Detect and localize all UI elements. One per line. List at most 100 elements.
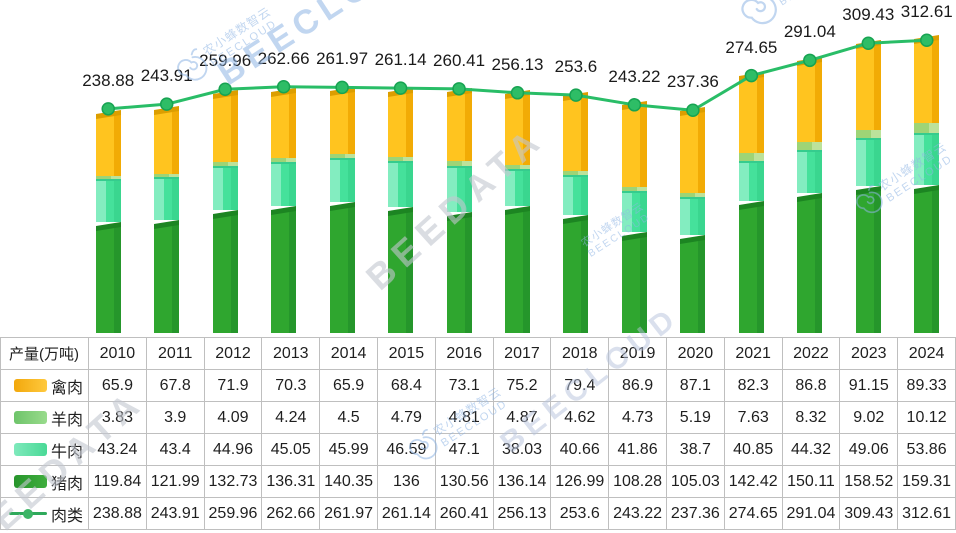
- bar-segment-mutton: [154, 173, 180, 178]
- year-header-2012: 2012: [203, 337, 263, 370]
- value-cell: 38.7: [665, 433, 725, 466]
- year-header-2021: 2021: [723, 337, 783, 370]
- bar-segment-beef: [563, 175, 589, 215]
- value-cell: 130.56: [434, 465, 494, 498]
- value-cell: 10.12: [897, 401, 956, 434]
- total-value-label: 312.61: [900, 2, 953, 22]
- value-cell: 44.32: [781, 433, 841, 466]
- bar-segment-pork: [621, 232, 647, 333]
- bar-segment-mutton: [271, 158, 297, 163]
- bar-segment-beef: [855, 137, 881, 186]
- value-cell: 132.73: [203, 465, 263, 498]
- value-cell: 65.9: [319, 369, 378, 402]
- value-cell: 44.96: [203, 433, 263, 466]
- value-cell: 4.79: [376, 401, 436, 434]
- year-header-2022: 2022: [781, 337, 841, 370]
- stacked-bar-2024: [914, 35, 940, 333]
- total-value-label: 291.04: [783, 22, 836, 42]
- legend-cell-pork: 猪肉: [0, 465, 89, 498]
- bar-segment-mutton: [212, 161, 238, 166]
- legend-cell-mutton: 羊肉: [0, 401, 89, 434]
- value-cell: 136: [376, 465, 436, 498]
- legend-cell-meat-total: 肉类: [0, 497, 89, 530]
- bar-segment-beef: [212, 165, 238, 210]
- value-cell: 126.99: [550, 465, 610, 498]
- stacked-bar-2019: [621, 101, 647, 333]
- bar-segment-mutton: [95, 175, 121, 180]
- legend-swatch-poultry: [13, 379, 47, 392]
- value-cell: 136.14: [492, 465, 552, 498]
- value-cell: 253.6: [550, 497, 610, 530]
- value-cell: 46.59: [376, 433, 436, 466]
- value-cell: 68.4: [376, 369, 436, 402]
- legend-cell-beef: 牛肉: [0, 433, 89, 466]
- value-cell: 5.19: [665, 401, 725, 434]
- bar-segment-mutton: [738, 153, 764, 161]
- year-header-2011: 2011: [145, 337, 205, 370]
- data-table-wrap: 产量(万吨) 2010 2011 2012 2013 2014 2015 2016 2017 2…: [0, 337, 956, 530]
- year-header-2016: 2016: [434, 337, 494, 370]
- bar-segment-beef: [621, 191, 647, 233]
- bar-segment-poultry: [680, 106, 706, 193]
- table-row-pork: 猪肉 119.84 121.99 132.73 136.31 140.35 136 130.5…: [0, 465, 956, 498]
- bar-segment-beef: [680, 197, 706, 236]
- bar-segment-mutton: [621, 187, 647, 192]
- value-cell: 4.81: [434, 401, 494, 434]
- legend-swatch-pork: [13, 475, 47, 488]
- legend-label-meat-total: 肉类: [50, 507, 83, 525]
- value-cell: 4.5: [319, 401, 378, 434]
- value-cell: 119.84: [88, 465, 147, 498]
- value-cell: 4.09: [203, 401, 263, 434]
- bar-segment-poultry: [621, 101, 647, 187]
- bar-segment-pork: [388, 206, 414, 333]
- value-cell: 45.99: [319, 433, 378, 466]
- value-cell: 7.63: [723, 401, 783, 434]
- bar-layer: [95, 35, 940, 333]
- value-cell: 159.31: [897, 465, 956, 498]
- value-cell: 40.66: [550, 433, 610, 466]
- bar-segment-mutton: [446, 161, 472, 166]
- legend-inner: 禽肉: [3, 374, 83, 398]
- value-cell: 256.13: [492, 497, 552, 530]
- year-header-2019: 2019: [608, 337, 667, 370]
- year-header-2024: 2024: [897, 337, 956, 370]
- value-cell: 70.3: [261, 369, 321, 402]
- value-cell: 158.52: [839, 465, 899, 498]
- table-header-row: 产量(万吨) 2010 2011 2012 2013 2014 2015 2016 2017 2…: [0, 337, 956, 370]
- total-value-label: 243.91: [140, 66, 193, 86]
- bar-segment-beef: [271, 162, 297, 207]
- value-cell: 4.62: [550, 401, 610, 434]
- bar-segment-beef: [446, 165, 472, 212]
- legend-inner: 羊肉: [3, 406, 83, 430]
- value-cell: 75.2: [492, 369, 552, 402]
- stacked-bar-2011: [154, 105, 180, 333]
- bar-segment-pork: [95, 221, 121, 333]
- bar-segment-pork: [271, 206, 297, 333]
- table-row-meat-total: 肉类 238.88 243.91 259.96 262.66 261.97 261.14 26…: [0, 497, 956, 530]
- value-cell: 312.61: [897, 497, 956, 530]
- value-cell: 4.87: [492, 401, 552, 434]
- bar-segment-pork: [154, 219, 180, 333]
- value-cell: 121.99: [145, 465, 205, 498]
- legend-label-mutton: 羊肉: [50, 411, 83, 429]
- value-cell: 41.86: [608, 433, 667, 466]
- legend-swatch-beef: [13, 443, 47, 456]
- value-cell: 8.32: [781, 401, 841, 434]
- value-cell: 73.1: [434, 369, 494, 402]
- value-cell: 105.03: [665, 465, 725, 498]
- total-value-label: 309.43: [842, 5, 895, 25]
- value-cell: 45.05: [261, 433, 321, 466]
- bar-segment-mutton: [914, 123, 940, 133]
- line-legend-icon: [8, 508, 47, 519]
- value-cell: 274.65: [723, 497, 783, 530]
- legend-cell-poultry: 禽肉: [0, 369, 89, 402]
- value-cell: 136.31: [261, 465, 321, 498]
- legend-inner: 猪肉: [3, 470, 83, 494]
- bar-segment-beef: [95, 179, 121, 222]
- value-cell: 91.15: [839, 369, 899, 402]
- value-label-layer: 238.88 243.91 259.96 262.66 261.97 261.14 260.…: [82, 2, 953, 91]
- value-cell: 87.1: [665, 369, 725, 402]
- total-value-label: 259.96: [199, 51, 252, 71]
- bar-segment-beef: [154, 177, 180, 220]
- legend-swatch-mutton: [13, 411, 47, 424]
